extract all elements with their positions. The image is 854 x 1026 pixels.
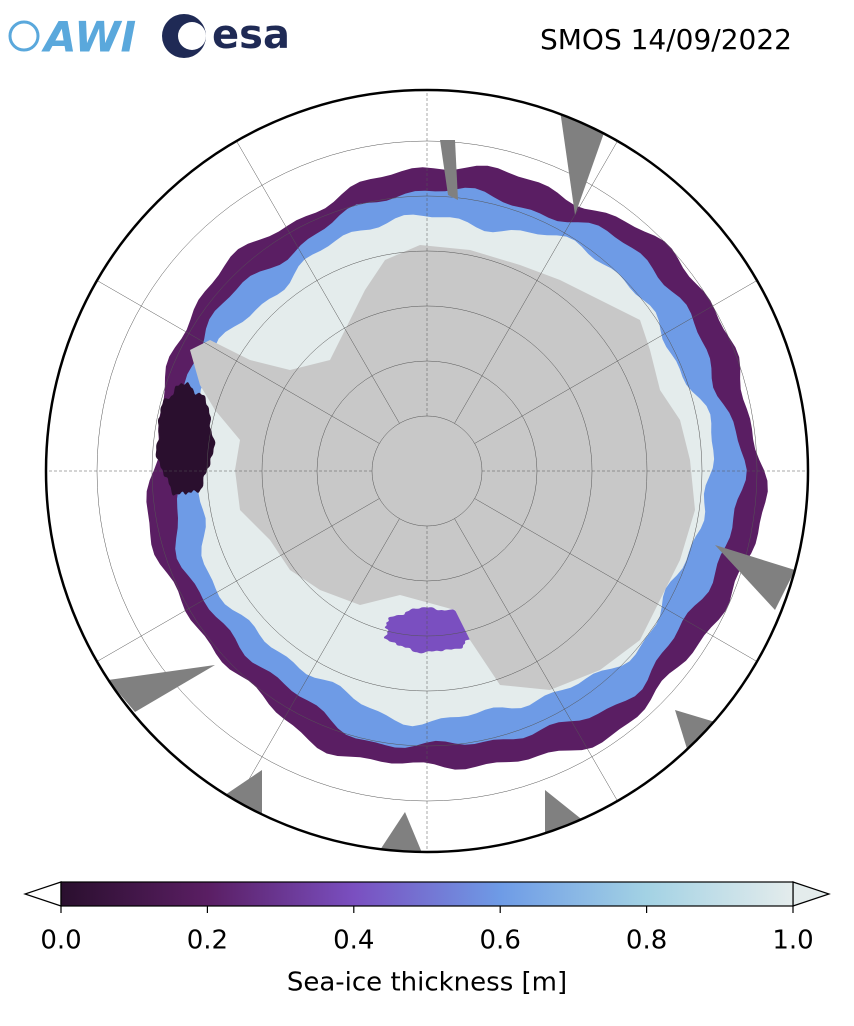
map-boundary <box>44 88 810 854</box>
colorbar-tick-label: 0.8 <box>626 926 667 956</box>
colorbar: 0.0 0.2 0.4 0.6 0.8 1.0 <box>23 881 831 956</box>
map <box>46 90 808 852</box>
meridian <box>226 124 400 424</box>
colorbar-tick-label: 0.2 <box>187 926 228 956</box>
meridian <box>226 518 400 818</box>
colorbar-under <box>23 881 62 907</box>
meridian <box>80 498 380 672</box>
no-data-wedge <box>545 790 585 840</box>
colorbar-tick-label: 0.0 <box>40 926 81 956</box>
colorbar-tick-label: 0.4 <box>333 926 374 956</box>
colorbar-over <box>792 881 831 907</box>
esa-logo: esa <box>162 12 290 58</box>
no-data-wedge <box>380 812 425 852</box>
awi-globe <box>8 20 40 52</box>
colorbar-tick-label: 1.0 <box>772 926 813 956</box>
no-data-wedge <box>675 710 715 752</box>
esa-globe-inner <box>178 22 206 50</box>
awi-text: AWI <box>41 13 136 62</box>
no-data-wedge <box>440 140 458 200</box>
no-data-wedge <box>715 545 795 610</box>
ice-thin-patch <box>155 382 216 496</box>
meridian <box>454 518 628 818</box>
colorbar-tick-label: 0.6 <box>480 926 521 956</box>
meridian <box>80 270 380 444</box>
colorbar-label: Sea-ice thickness [m] <box>287 968 567 998</box>
meridian <box>454 124 628 424</box>
awi-logo: AWI <box>8 13 136 62</box>
meridian <box>474 270 774 444</box>
title: SMOS 14/09/2022 <box>540 23 792 56</box>
colorbar-scale <box>60 881 794 907</box>
ice-thin-patch <box>383 607 479 654</box>
esa-text: esa <box>212 12 290 58</box>
no-data-wedge <box>560 110 605 215</box>
no-data-wedge <box>225 770 262 815</box>
antarctica <box>190 245 695 690</box>
graticule <box>46 90 808 852</box>
no-data-wedge <box>108 665 215 712</box>
meridian <box>474 498 774 672</box>
